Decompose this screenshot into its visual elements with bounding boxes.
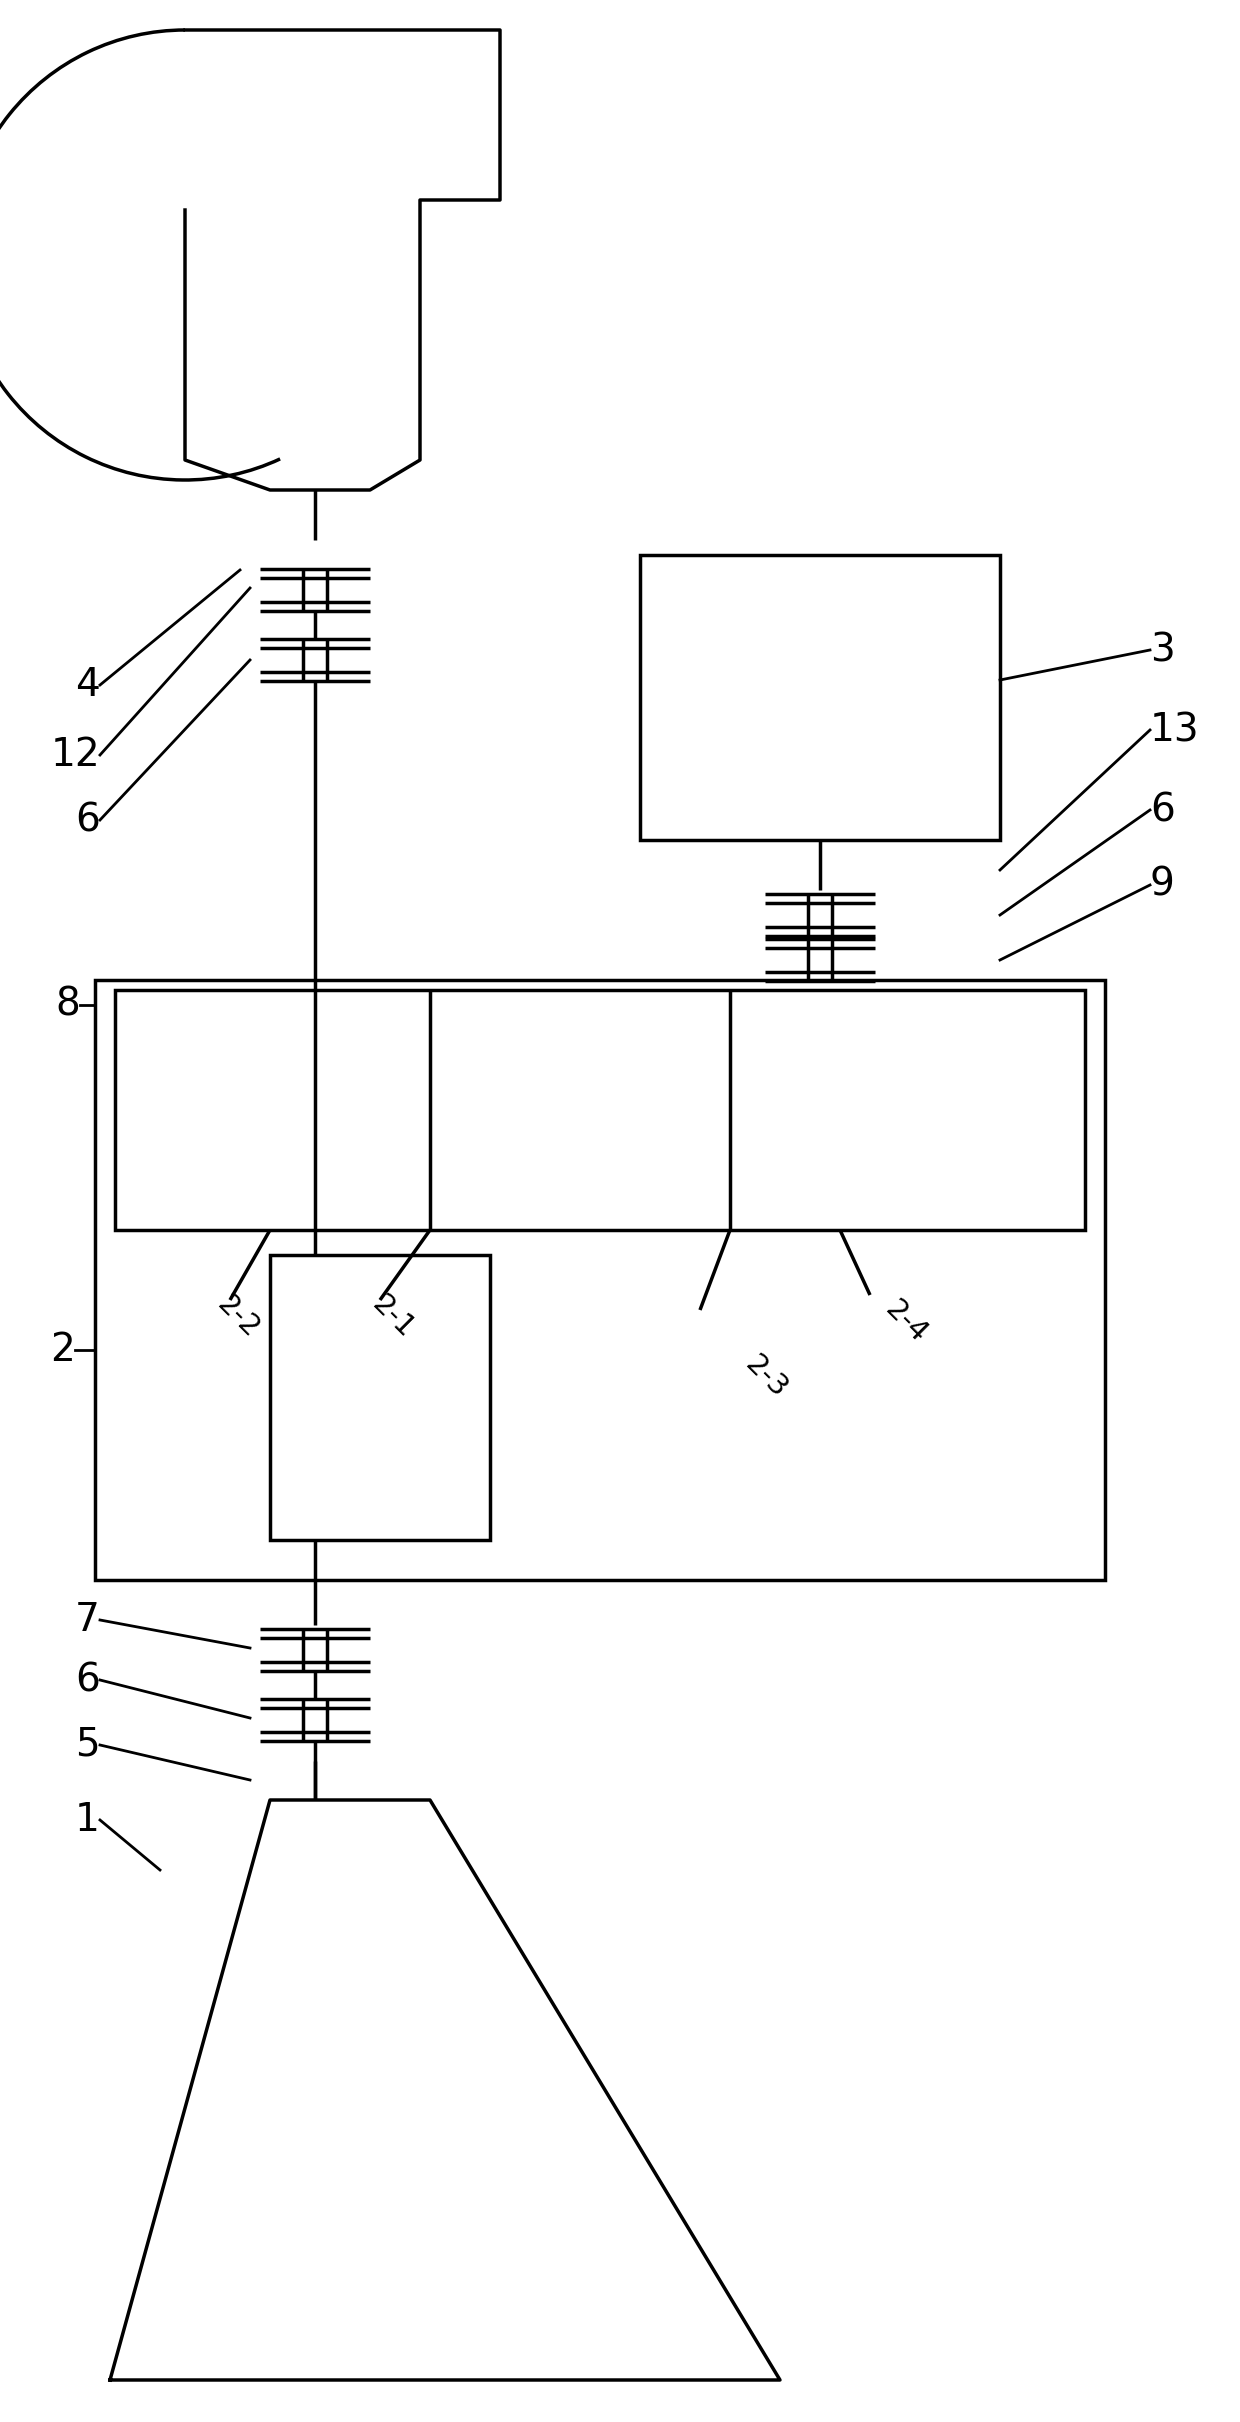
Text: 5: 5 [76, 1727, 100, 1763]
Bar [115, 991, 1085, 1230]
Text: 2-1: 2-1 [367, 1291, 420, 1344]
Text: 2-4: 2-4 [880, 1296, 934, 1349]
Text: 7: 7 [76, 1601, 100, 1640]
Text: 6: 6 [76, 802, 100, 838]
Text: 2-3: 2-3 [740, 1349, 794, 1402]
Text: 6: 6 [76, 1661, 100, 1698]
Text: 6: 6 [1149, 792, 1174, 828]
Bar [270, 1255, 490, 1540]
Text: 3: 3 [1149, 632, 1174, 668]
Text: 1: 1 [76, 1802, 100, 1838]
Text: 12: 12 [51, 736, 100, 775]
Text: 13: 13 [1149, 712, 1199, 748]
Text: 4: 4 [76, 666, 100, 705]
Text: 9: 9 [1149, 867, 1174, 903]
Text: 2-2: 2-2 [212, 1291, 265, 1344]
Bar [640, 555, 999, 840]
Text: 2: 2 [51, 1332, 74, 1368]
Bar [95, 981, 1105, 1579]
Text: 8: 8 [56, 986, 81, 1025]
